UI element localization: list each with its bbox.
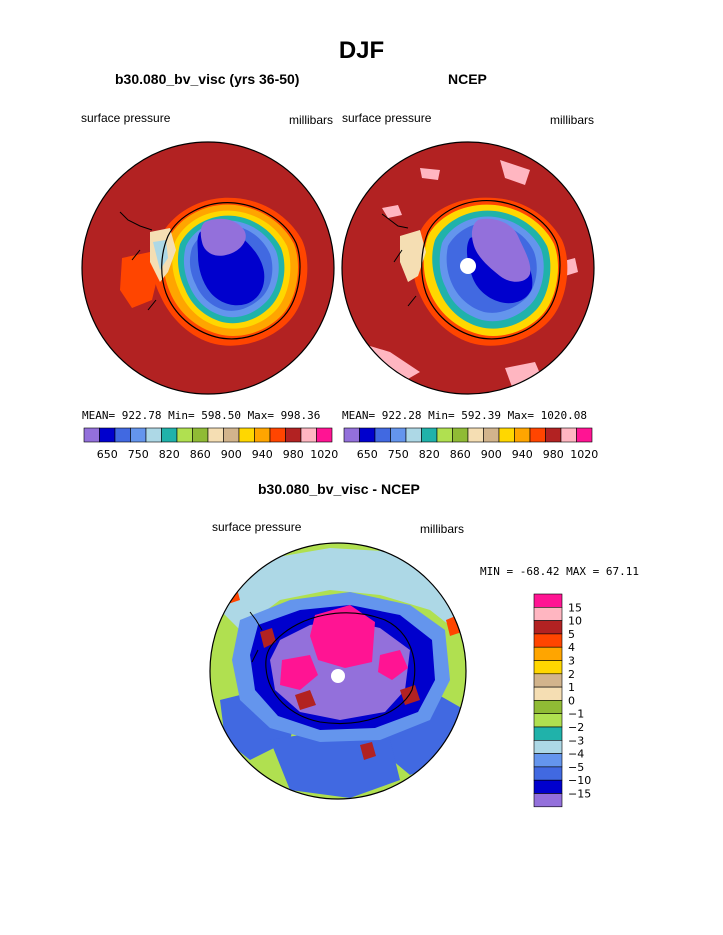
colorbar-difference-swatch xyxy=(533,700,563,715)
colorbar-model-tick-label: 750 xyxy=(128,448,149,461)
panel2-left-label: surface pressure xyxy=(342,111,432,125)
colorbar-difference-swatch xyxy=(533,766,563,781)
colorbar-difference-tick-label: −4 xyxy=(568,748,584,761)
panel1-left-label: surface pressure xyxy=(81,111,171,125)
colorbar-ncep-swatch xyxy=(467,427,484,443)
colorbar-ncep-swatch xyxy=(359,427,376,443)
colorbar-ncep-tick-label: 860 xyxy=(450,448,471,461)
colorbar-difference-tick-label: 10 xyxy=(568,615,582,628)
colorbar-ncep-swatch xyxy=(343,427,360,443)
colorbar-ncep-swatch xyxy=(452,427,469,443)
colorbar-ncep: 650 750 820 860 900 940 980 1020 xyxy=(343,427,598,461)
colorbar-difference-tick-label: −1 xyxy=(568,708,584,721)
colorbar-difference-tick-label: 1 xyxy=(568,681,575,694)
colorbar-model-swatch xyxy=(285,427,302,443)
colorbar-difference-tick-label: 0 xyxy=(568,694,575,707)
colorbar-ncep-tick-label: 820 xyxy=(419,448,440,461)
colorbar-difference-tick-label: −10 xyxy=(568,774,591,787)
colorbar-ncep-swatch xyxy=(374,427,391,443)
colorbar-ncep-swatch xyxy=(514,427,531,443)
colorbar-difference-swatch xyxy=(533,606,563,621)
colorbar-difference-swatch xyxy=(533,793,563,808)
panel2-title: NCEP xyxy=(448,71,487,87)
colorbar-difference-swatch xyxy=(533,646,563,661)
colorbar-ncep-tick-label: 980 xyxy=(543,448,564,461)
colorbar-difference-tick-label: −15 xyxy=(568,788,591,801)
colorbar-ncep-swatch xyxy=(576,427,593,443)
colorbar-model-swatch xyxy=(145,427,162,443)
colorbar-ncep-swatch xyxy=(560,427,577,443)
colorbar-ncep-swatch xyxy=(529,427,546,443)
colorbar-model-tick-label: 1020 xyxy=(310,448,338,461)
colorbar-ncep-swatch xyxy=(483,427,500,443)
colorbar-model-swatch xyxy=(223,427,240,443)
colorbar-ncep-tick-label: 940 xyxy=(512,448,533,461)
colorbar-ncep-swatch xyxy=(545,427,562,443)
colorbar-ncep-tick-label: 1020 xyxy=(570,448,598,461)
colorbar-difference-swatch xyxy=(533,753,563,768)
colorbar-difference-swatch xyxy=(533,660,563,675)
colorbar-difference-tick-label: 15 xyxy=(568,601,582,614)
colorbar-ncep-tick-label: 650 xyxy=(357,448,378,461)
colorbar-difference-tick-label: 4 xyxy=(568,641,575,654)
map-model xyxy=(82,142,334,394)
colorbar-difference-swatch xyxy=(533,779,563,794)
colorbar-model-swatch xyxy=(254,427,271,443)
colorbar-difference-swatch xyxy=(533,633,563,648)
panel1-stats: MEAN= 922.78 Min= 598.50 Max= 998.36 xyxy=(82,409,321,422)
colorbar-difference-tick-label: 3 xyxy=(568,655,575,668)
colorbar-ncep-swatch xyxy=(436,427,453,443)
colorbar-difference-tick-label: −5 xyxy=(568,761,584,774)
colorbar-difference-swatch xyxy=(533,593,563,608)
colorbar-model-swatch xyxy=(176,427,193,443)
map-difference xyxy=(210,543,466,799)
colorbar-model-swatch xyxy=(161,427,178,443)
colorbar-difference-tick-label: −3 xyxy=(568,734,584,747)
colorbar-difference-swatch xyxy=(533,620,563,635)
page-title: DJF xyxy=(338,37,385,64)
colorbar-model-swatch xyxy=(269,427,286,443)
colorbar-model-tick-label: 980 xyxy=(283,448,304,461)
panel3-right-label: millibars xyxy=(420,522,465,536)
colorbar-ncep-swatch xyxy=(498,427,515,443)
colorbar-difference-tick-label: 2 xyxy=(568,668,575,681)
colorbar-difference-swatch xyxy=(533,713,563,728)
panel1-right-label: millibars xyxy=(289,113,334,127)
colorbar-difference-swatch xyxy=(533,726,563,741)
colorbar-ncep-swatch xyxy=(421,427,438,443)
colorbar-model-swatch xyxy=(316,427,333,443)
map-ncep xyxy=(342,142,594,394)
panel3-stats: MIN = -68.42 MAX = 67.11 xyxy=(480,565,639,578)
colorbar-model-tick-label: 940 xyxy=(252,448,273,461)
panel2-stats: MEAN= 922.28 Min= 592.39 Max= 1020.08 xyxy=(342,409,588,422)
colorbar-model-swatch xyxy=(99,427,116,443)
colorbar-model-swatch xyxy=(207,427,224,443)
colorbar-difference-tick-label: 5 xyxy=(568,628,575,641)
panel3-title: b30.080_bv_visc - NCEP xyxy=(258,481,420,497)
colorbar-ncep-tick-label: 750 xyxy=(388,448,409,461)
colorbar-ncep-tick-label: 900 xyxy=(481,448,502,461)
panel2-right-label: millibars xyxy=(550,113,595,127)
colorbar-model-tick-label: 650 xyxy=(97,448,118,461)
panel3-left-label: surface pressure xyxy=(212,520,302,534)
colorbar-model-tick-label: 820 xyxy=(159,448,180,461)
colorbar-model-swatch xyxy=(83,427,100,443)
colorbar-model-swatch xyxy=(192,427,209,443)
colorbar-model-tick-label: 900 xyxy=(221,448,242,461)
colorbar-ncep-swatch xyxy=(390,427,407,443)
colorbar-difference-swatch xyxy=(533,686,563,701)
colorbar-difference-tick-label: −2 xyxy=(568,721,584,734)
colorbar-model-tick-label: 860 xyxy=(190,448,211,461)
colorbar-difference-swatch xyxy=(533,673,563,688)
colorbar-model-swatch xyxy=(130,427,147,443)
colorbar-model-swatch xyxy=(238,427,255,443)
colorbar-model: 650 750 820 860 900 940 980 1020 xyxy=(83,427,338,461)
panel1-title: b30.080_bv_visc (yrs 36-50) xyxy=(115,71,300,87)
colorbar-ncep-swatch xyxy=(405,427,422,443)
colorbar-difference-swatch xyxy=(533,739,563,754)
colorbar-model-swatch xyxy=(300,427,317,443)
colorbar-model-swatch xyxy=(114,427,131,443)
